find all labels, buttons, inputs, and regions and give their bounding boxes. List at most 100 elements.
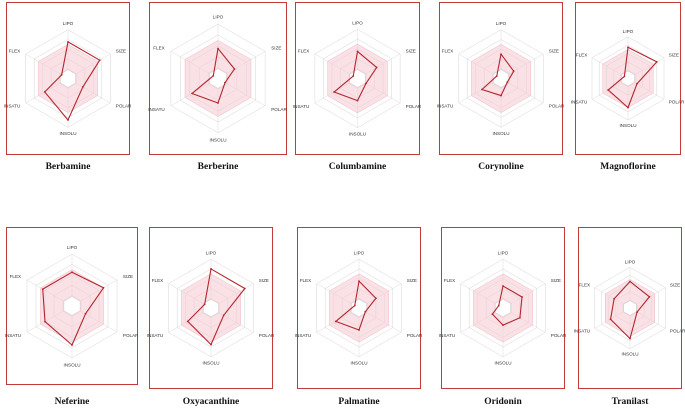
axis-label-lipo: LIPO bbox=[496, 21, 507, 26]
axis-label-insolu: INSOLU bbox=[619, 123, 636, 128]
axis-label-polar: POLAR bbox=[549, 104, 565, 109]
axis-label-flex: FLEX bbox=[442, 49, 454, 54]
point-flex bbox=[203, 303, 206, 306]
point-insolu bbox=[356, 99, 359, 102]
point-insatu bbox=[607, 89, 610, 91]
point-lipo bbox=[500, 53, 502, 55]
axis-label-insolu: INSOLU bbox=[621, 352, 638, 357]
point-lipo bbox=[67, 41, 69, 43]
point-lipo bbox=[356, 50, 359, 53]
radar-chart-corynoline: LIPO SIZE POLAR INSOLU INSATU FLEX bbox=[437, 21, 565, 136]
radar-panel-berberine: LIPO SIZE POLAR INSOLU INSATU FLEX bbox=[148, 2, 287, 155]
point-polar bbox=[365, 82, 367, 85]
radar-chart-oxyacanthine: LIPO SIZE POLAR INSOLU INSATU FLEX bbox=[147, 250, 275, 365]
axis-label-lipo: LIPO bbox=[625, 260, 636, 265]
point-flex bbox=[352, 75, 355, 77]
axis-label-flex: FLEX bbox=[576, 53, 588, 58]
point-polar bbox=[636, 311, 638, 313]
axis-label-insolu: INSOLU bbox=[492, 131, 509, 136]
caption-palmatine: Palmatine bbox=[338, 397, 380, 407]
point-polar bbox=[636, 82, 638, 85]
axis-label-insatu: INSATU bbox=[439, 333, 456, 338]
optimal-range-lower bbox=[623, 300, 637, 316]
radar-chart-columbamine: LIPO SIZE POLAR INSOLU INSATU FLEX bbox=[293, 21, 422, 137]
point-lipo bbox=[210, 268, 212, 270]
axis-label-lipo: LIPO bbox=[206, 250, 217, 255]
point-size bbox=[512, 70, 515, 73]
point-flex bbox=[41, 288, 44, 290]
point-insolu bbox=[629, 337, 631, 340]
point-flex bbox=[497, 304, 500, 307]
axis-label-lipo: LIPO bbox=[67, 245, 78, 250]
axis-label-insatu: INSATU bbox=[293, 104, 310, 109]
axis-label-lipo: LIPO bbox=[213, 15, 224, 20]
axis-label-flex: FLEX bbox=[9, 49, 21, 54]
point-flex bbox=[495, 75, 498, 77]
caption-corynoline: Corynoline bbox=[478, 162, 524, 172]
radar-panel-neferine: LIPO SIZE POLAR INSOLU INSATU FLEX bbox=[5, 227, 140, 385]
point-size bbox=[243, 287, 246, 290]
axis-label-size: SIZE bbox=[116, 49, 126, 54]
radar-chart-berbamine: LIPO SIZE POLAR INSOLU INSATU FLEX bbox=[4, 21, 132, 136]
radar-chart-magnoflorine: LIPO SIZE POLAR INSOLU INSATU FLEX bbox=[571, 29, 685, 128]
axis-label-insatu: INSATU bbox=[4, 104, 21, 109]
point-lipo bbox=[71, 271, 73, 274]
radar-panel-oxyacanthine: LIPO SIZE POLAR INSOLU INSATU FLEX bbox=[147, 227, 275, 389]
axis-label-size: SIZE bbox=[123, 274, 133, 279]
point-lipo bbox=[627, 46, 629, 49]
radar-chart-palmatine: LIPO SIZE POLAR INSOLU INSATU FLEX bbox=[295, 250, 423, 365]
axis-label-insolu: INSOLU bbox=[59, 131, 76, 136]
axis-label-size: SIZE bbox=[407, 278, 417, 283]
point-insatu bbox=[191, 92, 193, 95]
point-insatu bbox=[43, 91, 46, 93]
point-size bbox=[102, 286, 105, 289]
point-polar bbox=[519, 316, 521, 319]
axis-label-size: SIZE bbox=[271, 45, 281, 50]
radar-panel-columbamine: LIPO SIZE POLAR INSOLU INSATU FLEX bbox=[293, 2, 422, 155]
axis-label-polar: POLAR bbox=[259, 333, 275, 338]
axis-label-size: SIZE bbox=[406, 48, 416, 53]
point-flex bbox=[60, 73, 63, 76]
caption-berberine: Berberine bbox=[197, 162, 239, 172]
point-insatu bbox=[333, 91, 335, 93]
axis-label-lipo: LIPO bbox=[354, 250, 365, 255]
axis-label-polar: POLAR bbox=[123, 333, 139, 338]
axis-label-flex: FLEX bbox=[152, 278, 164, 283]
axis-label-flex: FLEX bbox=[579, 283, 591, 288]
radar-chart-berberine: LIPO SIZE POLAR INSOLU INSATU FLEX bbox=[148, 15, 287, 143]
axis-label-insatu: INSATU bbox=[5, 333, 22, 338]
axis-label-flex: FLEX bbox=[444, 278, 456, 283]
optimal-range-lower bbox=[203, 298, 219, 318]
radar-chart-neferine: LIPO SIZE POLAR INSOLU INSATU FLEX bbox=[5, 245, 140, 368]
point-size bbox=[375, 66, 378, 69]
point-insatu bbox=[44, 320, 46, 323]
caption-oridonin: Oridonin bbox=[484, 397, 522, 407]
radar-panel-berbamine: LIPO SIZE POLAR INSOLU INSATU FLEX bbox=[4, 2, 132, 155]
point-polar bbox=[222, 314, 225, 317]
point-insolu bbox=[217, 102, 219, 104]
axis-label-flex: FLEX bbox=[153, 45, 165, 50]
axis-label-insolu: INSOLU bbox=[209, 138, 226, 143]
point-lipo bbox=[217, 47, 219, 50]
point-size bbox=[233, 68, 236, 70]
radar-panel-corynoline: LIPO SIZE POLAR INSOLU INSATU FLEX bbox=[437, 2, 565, 155]
caption-magnoflorine: Magnoflorine bbox=[600, 162, 656, 172]
point-insolu bbox=[71, 344, 73, 346]
axis-label-flex: FLEX bbox=[298, 48, 310, 53]
point-flex bbox=[613, 297, 615, 300]
axis-label-flex: FLEX bbox=[300, 278, 312, 283]
point-flex bbox=[623, 75, 626, 78]
point-lipo bbox=[358, 280, 360, 283]
point-polar bbox=[224, 81, 226, 84]
axis-label-polar: POLAR bbox=[407, 333, 423, 338]
axis-label-insolu: INSOLU bbox=[494, 361, 511, 366]
point-flex bbox=[353, 304, 356, 307]
point-insolu bbox=[210, 343, 212, 346]
axis-label-size: SIZE bbox=[551, 278, 561, 283]
axis-label-polar: POLAR bbox=[669, 100, 685, 105]
point-insolu bbox=[627, 106, 629, 109]
axis-label-polar: POLAR bbox=[551, 333, 567, 338]
axis-label-insatu: INSATU bbox=[437, 104, 454, 109]
axis-label-insatu: INSATU bbox=[147, 333, 164, 338]
radar-panel-tranilast: LIPO SIZE POLAR INSOLU INSATU FLEX bbox=[574, 227, 685, 389]
